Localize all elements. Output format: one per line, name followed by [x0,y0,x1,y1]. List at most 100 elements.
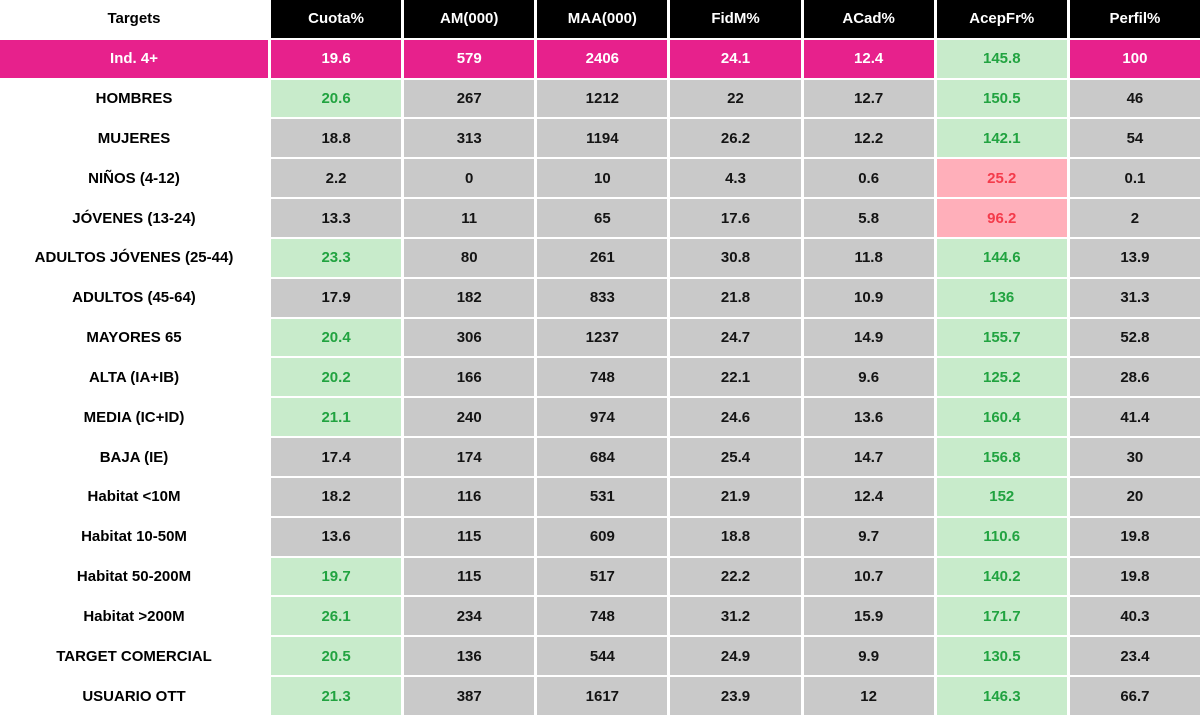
data-cell: 10 [537,159,668,198]
data-cell: 23.4 [1069,637,1200,676]
data-cell: 12.4 [803,39,934,78]
data-cell: 30 [1069,438,1200,476]
data-cell: 267 [404,79,535,118]
column-header-maa: MAA(000) [537,0,668,38]
data-cell: 0 [404,159,535,198]
data-cell: 24.7 [670,318,801,357]
data-cell: 20.2 [271,358,402,397]
data-cell: 116 [404,477,535,516]
column-header-am: AM(000) [404,0,535,38]
data-cell: 531 [537,477,668,516]
data-cell: 387 [404,677,535,715]
data-cell: 24.1 [670,39,801,78]
data-cell: 160.4 [936,398,1067,437]
data-cell: 26.2 [670,119,801,158]
data-cell: 306 [404,318,535,357]
data-cell: 140.2 [936,557,1067,596]
data-cell: 17.4 [271,438,402,476]
data-cell: 26.1 [271,597,402,636]
data-cell: 20 [1069,477,1200,516]
data-cell: 13.6 [271,517,402,556]
data-cell: 14.9 [803,318,934,357]
data-cell: 28.6 [1069,358,1200,397]
data-cell: 2 [1069,199,1200,237]
data-cell: 156.8 [936,438,1067,476]
data-cell: 30.8 [670,238,801,277]
row-label: Habitat >200M [0,597,268,636]
row-label: MAYORES 65 [0,318,268,357]
data-cell: 13.3 [271,199,402,237]
data-cell: 18.8 [271,119,402,158]
row-label: ALTA (IA+IB) [0,358,268,397]
data-cell: 1212 [537,79,668,118]
row-label: MUJERES [0,119,268,158]
data-cell: 11 [404,199,535,237]
data-cell: 313 [404,119,535,158]
data-cell: 544 [537,637,668,676]
data-cell: 17.6 [670,199,801,237]
data-cell: 150.5 [936,79,1067,118]
data-cell: 66.7 [1069,677,1200,715]
data-cell: 155.7 [936,318,1067,357]
data-cell: 31.3 [1069,278,1200,317]
data-cell: 261 [537,238,668,277]
data-cell: 1237 [537,318,668,357]
data-cell: 23.9 [670,677,801,715]
row-label: Habitat <10M [0,477,268,516]
data-cell: 22.1 [670,358,801,397]
data-cell: 136 [404,637,535,676]
data-cell: 20.4 [271,318,402,357]
data-cell: 1194 [537,119,668,158]
data-cell: 125.2 [936,358,1067,397]
data-cell: 19.8 [1069,517,1200,556]
data-cell: 144.6 [936,238,1067,277]
data-cell: 19.6 [271,39,402,78]
row-label: Habitat 50-200M [0,557,268,596]
data-cell: 18.2 [271,477,402,516]
data-cell: 17.9 [271,278,402,317]
data-cell: 80 [404,238,535,277]
data-cell: 579 [404,39,535,78]
data-cell: 234 [404,597,535,636]
data-cell: 152 [936,477,1067,516]
data-cell: 12.7 [803,79,934,118]
data-cell: 12.2 [803,119,934,158]
data-cell: 5.8 [803,199,934,237]
data-cell: 46 [1069,79,1200,118]
data-cell: 22.2 [670,557,801,596]
data-cell: 96.2 [936,199,1067,237]
data-cell: 0.6 [803,159,934,198]
data-cell: 9.9 [803,637,934,676]
data-cell: 146.3 [936,677,1067,715]
data-cell: 974 [537,398,668,437]
row-label: JÓVENES (13-24) [0,199,268,237]
data-cell: 517 [537,557,668,596]
row-label: ADULTOS (45-64) [0,278,268,317]
data-cell: 15.9 [803,597,934,636]
data-cell: 13.9 [1069,238,1200,277]
data-cell: 748 [537,597,668,636]
data-cell: 12.4 [803,477,934,516]
data-cell: 130.5 [936,637,1067,676]
data-cell: 20.6 [271,79,402,118]
data-cell: 115 [404,517,535,556]
data-cell: 21.3 [271,677,402,715]
column-header-targets: Targets [0,0,268,38]
data-cell: 23.3 [271,238,402,277]
data-cell: 136 [936,278,1067,317]
data-cell: 10.7 [803,557,934,596]
data-cell: 18.8 [670,517,801,556]
data-cell: 25.2 [936,159,1067,198]
data-cell: 9.7 [803,517,934,556]
data-cell: 110.6 [936,517,1067,556]
column-header-acad: ACad% [803,0,934,38]
data-cell: 21.9 [670,477,801,516]
column-header-acepfr: AcepFr% [936,0,1067,38]
data-cell: 100 [1069,39,1200,78]
data-cell: 171.7 [936,597,1067,636]
data-cell: 182 [404,278,535,317]
data-cell: 52.8 [1069,318,1200,357]
data-cell: 0.1 [1069,159,1200,198]
data-cell: 24.6 [670,398,801,437]
